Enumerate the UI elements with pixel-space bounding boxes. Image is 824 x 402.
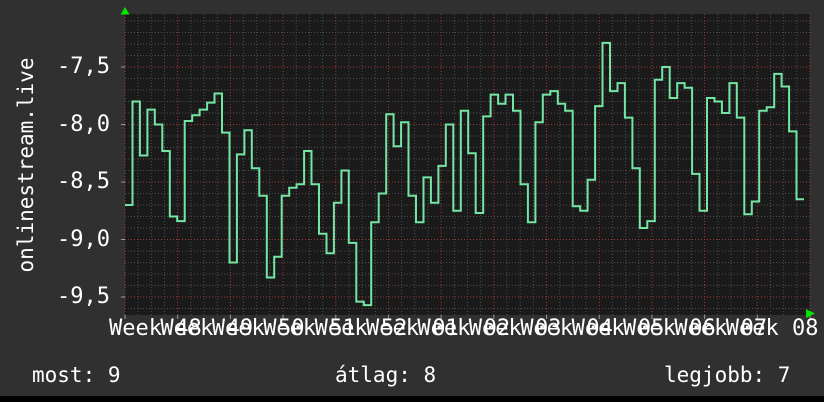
stat-current: most: 9	[32, 363, 121, 387]
x-axis-arrow-icon	[806, 309, 815, 318]
chart-vertical-title: onlinestream.live	[14, 57, 38, 273]
series-line	[125, 41, 804, 307]
stat-average: átlag: 8	[335, 363, 437, 387]
y-axis-arrow-icon	[120, 7, 130, 15]
bottom-bar	[0, 396, 824, 402]
axis-ticks	[121, 66, 811, 319]
stat-best: legjobb: 7	[664, 363, 791, 387]
